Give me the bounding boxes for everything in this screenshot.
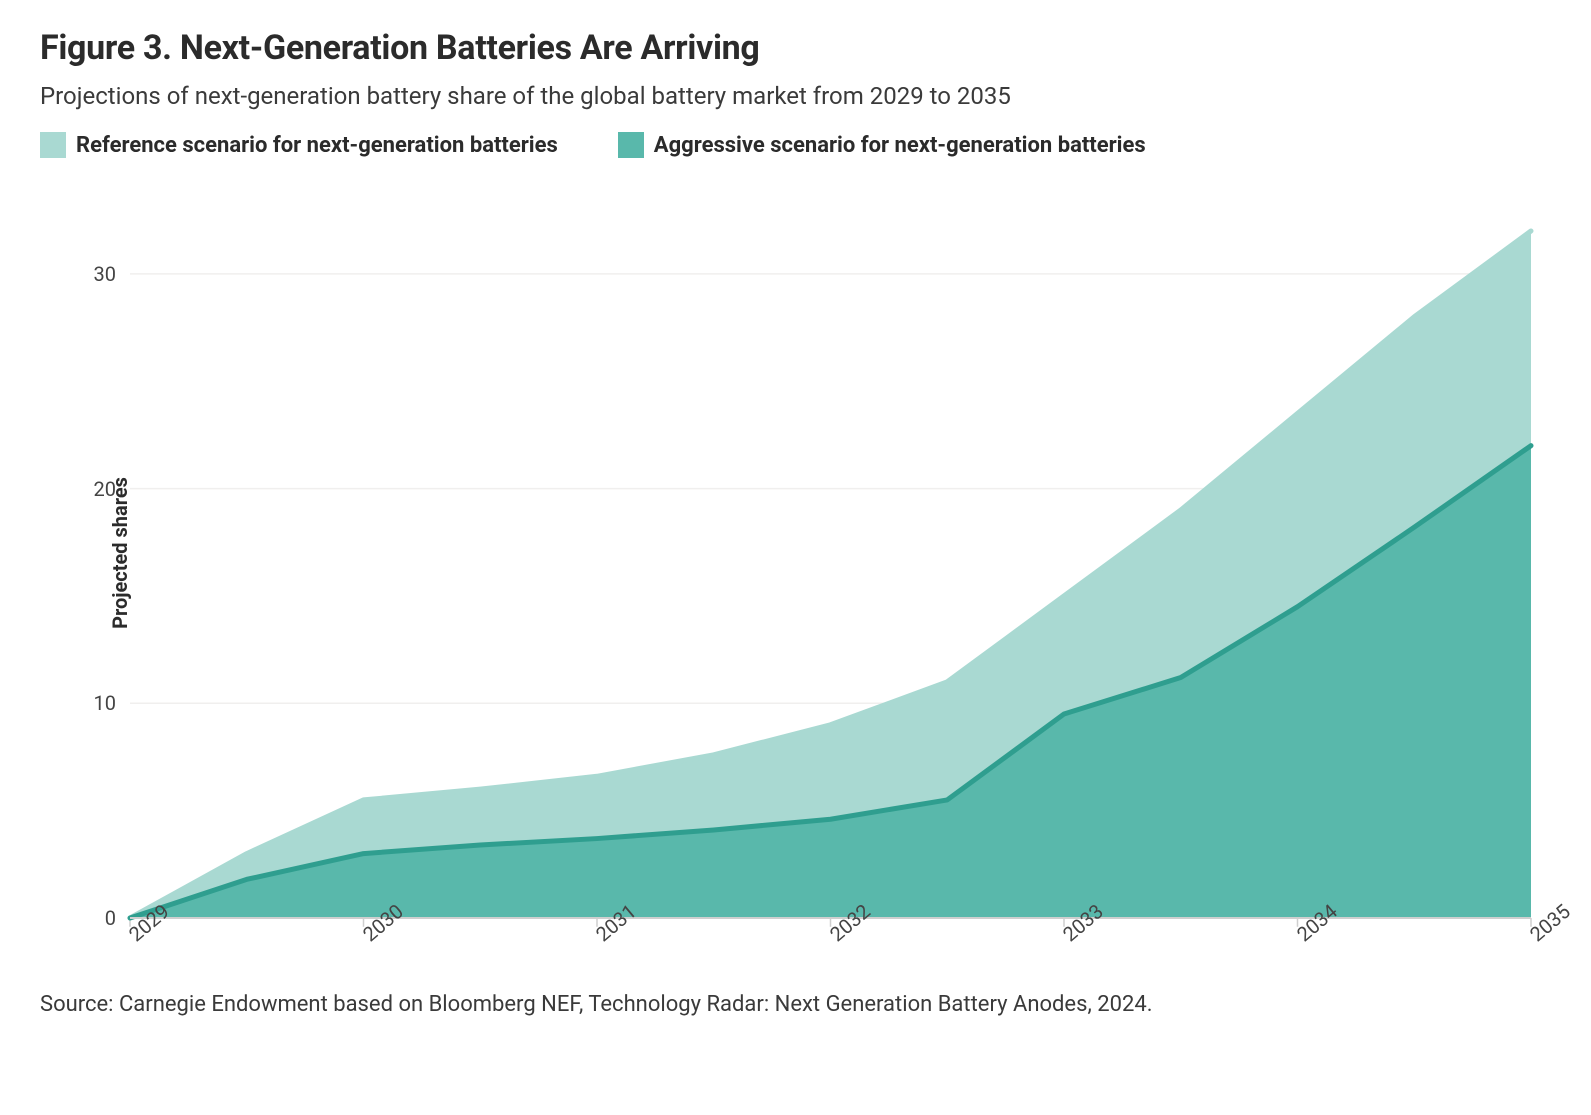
legend-swatch-reference (40, 132, 66, 158)
source-text: Source: Carnegie Endowment based on Bloo… (40, 992, 1551, 1017)
plot-area: Projected shares 01020302029203020312032… (130, 188, 1531, 918)
y-tick-label: 30 (94, 262, 130, 286)
figure-subtitle: Projections of next-generation battery s… (40, 82, 1551, 110)
legend-swatch-aggressive (618, 132, 644, 158)
area-chart (130, 188, 1531, 918)
figure-title: Figure 3. Next-Generation Batteries Are … (40, 28, 1551, 68)
legend: Reference scenario for next-generation b… (40, 132, 1551, 158)
legend-label-reference: Reference scenario for next-generation b… (76, 133, 558, 158)
y-tick-label: 20 (94, 477, 130, 501)
y-tick-label: 10 (94, 691, 130, 715)
legend-label-aggressive: Aggressive scenario for next-generation … (654, 133, 1146, 158)
legend-item-reference: Reference scenario for next-generation b… (40, 132, 558, 158)
figure-container: Figure 3. Next-Generation Batteries Are … (0, 0, 1591, 1115)
chart-zone: Projected shares 01020302029203020312032… (40, 168, 1551, 988)
legend-item-aggressive: Aggressive scenario for next-generation … (618, 132, 1146, 158)
x-tick-label: 2035 (1525, 899, 1575, 946)
